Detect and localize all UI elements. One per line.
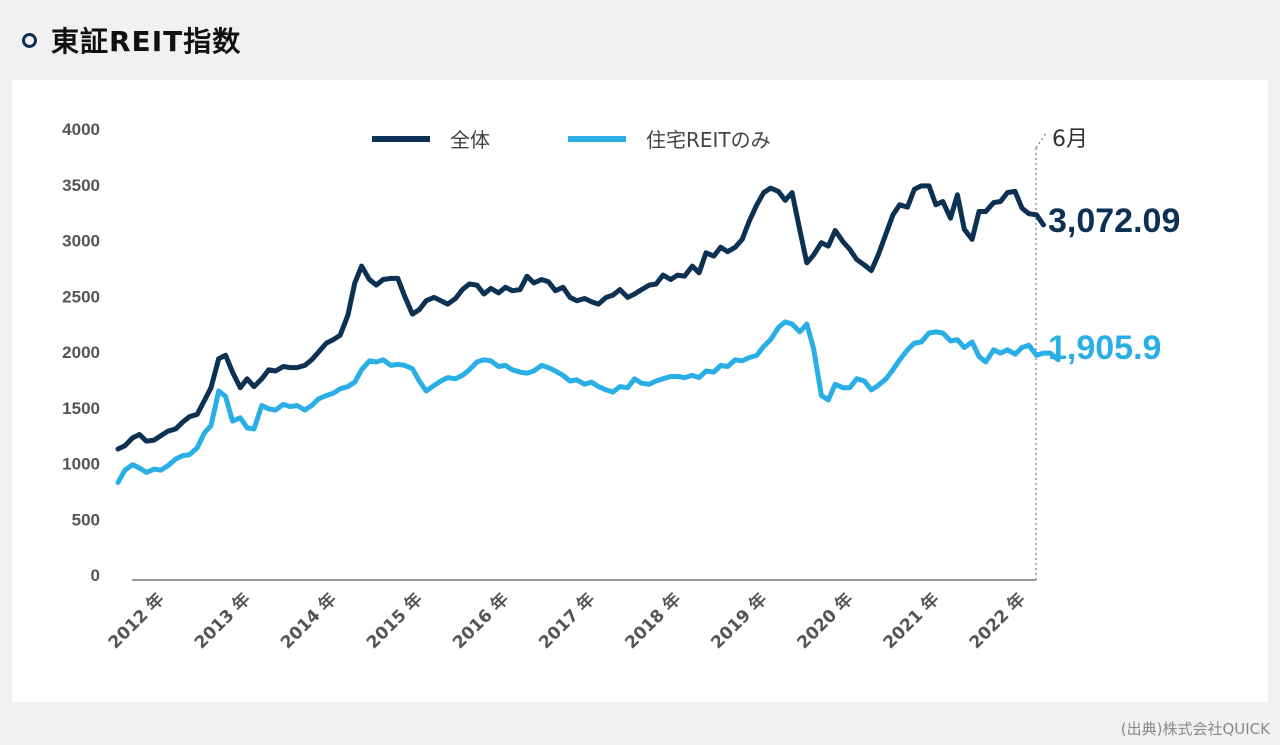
series-line-residential (115, 319, 1061, 485)
x-tick-label: 2020 年 (793, 589, 858, 654)
x-tick-label: 2022 年 (965, 589, 1030, 654)
legend-label-residential: 住宅REITのみ (646, 128, 771, 152)
x-tick-label: 2015 年 (362, 589, 427, 654)
circle-bullet-icon (22, 32, 37, 48)
x-tick-label: 2014 年 (276, 589, 341, 654)
legend-label-overall: 全体 (450, 128, 490, 152)
y-tick-label: 2500 (62, 287, 100, 306)
x-tick-label: 2021 年 (879, 589, 944, 654)
legend: 全体 住宅REITのみ (372, 128, 771, 152)
end-marker-label: 6月 (1052, 127, 1088, 152)
x-tick-label: 2012 年 (104, 589, 169, 654)
end-value-residential: 1,905.9 (1048, 329, 1161, 367)
page-title: 東証REIT指数 (51, 25, 242, 58)
y-tick-label: 0 (91, 566, 100, 585)
x-tick-label: 2018 年 (621, 589, 686, 654)
y-tick-label: 2000 (62, 343, 100, 362)
x-tick-label: 2017 年 (535, 589, 600, 654)
x-tick-label: 2016 年 (448, 589, 513, 654)
y-tick-label: 3500 (62, 176, 100, 195)
x-tick-label: 2019 年 (707, 589, 772, 654)
y-tick-label: 500 (72, 510, 100, 529)
end-value-overall: 3,072.09 (1048, 202, 1180, 240)
y-tick-label: 1500 (62, 399, 100, 418)
end-marker-tick (1035, 132, 1047, 149)
x-tick-label: 2013 年 (190, 589, 255, 654)
source-note: (出典)株式会社QUICK (1120, 720, 1270, 738)
y-tick-label: 3000 (62, 232, 100, 251)
y-tick-label: 1000 (62, 455, 100, 474)
y-axis: 0 500 1000 1500 2000 2500 3000 3500 4000 (62, 120, 100, 585)
y-tick-label: 4000 (62, 120, 100, 139)
page-header: 東証REIT指数 (22, 22, 241, 58)
x-axis: 2012 年 2013 年 2014 年 2015 年 2016 年 2017 年 2018… (104, 589, 1029, 654)
series-line-overall (115, 183, 1046, 452)
